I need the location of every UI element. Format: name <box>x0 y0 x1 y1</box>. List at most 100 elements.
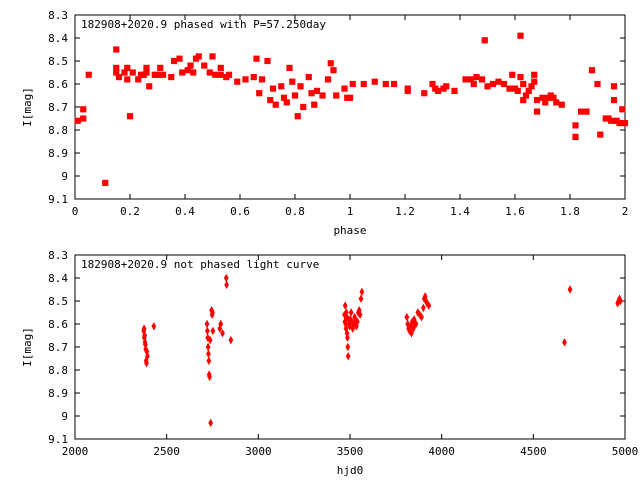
y-tick-label: 8.8 <box>48 124 68 137</box>
data-point <box>217 71 224 78</box>
data-point <box>223 273 229 283</box>
data-point <box>146 83 153 90</box>
plot-frame <box>74 14 626 200</box>
y-axis-ticks: 8.3 8.4 8.5 8.6 8.7 8.8 8.9 9 9.1 <box>48 249 625 446</box>
data-point <box>347 322 353 331</box>
data-point <box>327 60 334 67</box>
data-point <box>145 351 150 361</box>
data-point <box>426 301 432 310</box>
x-tick-label: 5000 <box>612 445 639 458</box>
data-point <box>371 78 378 85</box>
data-point <box>421 90 428 97</box>
data-point <box>413 319 419 329</box>
data-point <box>500 80 508 88</box>
data-point <box>359 287 365 297</box>
data-point <box>154 71 161 78</box>
data-point <box>346 94 354 101</box>
data-point <box>572 122 579 129</box>
y-tick-label: 9 <box>61 410 68 423</box>
y-tick-label: 8.9 <box>48 387 68 400</box>
data-point <box>74 117 81 124</box>
data-point <box>206 69 213 76</box>
data-point <box>289 78 296 85</box>
y-axis-label: I[mag] <box>21 327 34 367</box>
data-point <box>278 83 285 90</box>
data-point <box>419 312 424 322</box>
data-point <box>594 80 601 88</box>
data-point <box>206 349 211 359</box>
data-point <box>195 53 202 60</box>
y-tick-label: 9.1 <box>48 193 68 206</box>
chart-title: 182908+2020.9 phased with P=57.250day <box>81 18 326 31</box>
data-point <box>621 120 629 127</box>
x-tick-label: 2500 <box>153 445 180 458</box>
data-point <box>256 90 263 97</box>
data-point <box>520 80 527 88</box>
x-axis-ticks: 2000 2500 3000 3500 4000 4500 5000 <box>62 255 639 458</box>
data-point <box>224 280 229 290</box>
data-point <box>462 76 469 83</box>
data-point <box>610 83 618 90</box>
x-axis-label: hjd0 <box>337 464 364 477</box>
data-point <box>286 64 293 72</box>
data-point <box>443 83 450 90</box>
data-point <box>212 71 219 78</box>
data-point <box>470 80 477 88</box>
data-point <box>250 74 257 81</box>
data-point <box>218 319 224 329</box>
data-point <box>201 62 208 69</box>
data-point <box>478 76 486 83</box>
data-point <box>151 322 157 331</box>
data-point <box>410 324 416 333</box>
x-tick-label: 4000 <box>428 445 455 458</box>
data-points <box>141 273 623 428</box>
data-point <box>115 74 123 81</box>
data-point <box>533 97 541 104</box>
data-point <box>533 108 541 115</box>
x-tick-label: 3000 <box>245 445 272 458</box>
y-axis-ticks: 8.3 8.4 8.5 8.6 8.7 8.8 8.9 9 9.1 <box>48 9 625 206</box>
data-point <box>324 76 332 83</box>
data-point <box>234 78 241 85</box>
data-point <box>434 87 442 95</box>
data-point <box>610 97 618 104</box>
data-point <box>297 83 304 90</box>
data-point <box>272 101 279 108</box>
data-point <box>354 317 360 326</box>
data-point <box>258 76 266 83</box>
data-point <box>333 92 340 99</box>
data-point <box>341 85 348 92</box>
data-point <box>404 87 411 95</box>
data-point <box>157 64 164 72</box>
data-point <box>420 303 426 313</box>
data-point <box>342 301 348 310</box>
data-point <box>473 74 480 81</box>
data-point <box>124 76 131 83</box>
data-point <box>409 328 414 338</box>
data-point <box>517 74 524 81</box>
data-point <box>141 324 147 333</box>
data-point <box>577 108 585 115</box>
y-tick-label: 8.6 <box>48 318 68 331</box>
data-point <box>597 131 604 138</box>
data-point <box>330 67 337 74</box>
data-point <box>349 80 356 88</box>
y-tick-label: 9.1 <box>48 433 68 446</box>
data-point <box>242 76 249 83</box>
data-point <box>207 335 213 345</box>
data-point <box>451 87 458 95</box>
x-tick-label: 0.8 <box>285 205 305 218</box>
data-point <box>390 80 398 88</box>
x-tick-label: 1.2 <box>395 205 415 218</box>
x-tick-label: 2 <box>622 205 629 218</box>
y-tick-label: 8.3 <box>48 249 68 262</box>
data-point <box>481 37 488 44</box>
y-tick-label: 8.3 <box>48 9 68 22</box>
data-point <box>358 294 364 303</box>
y-tick-label: 9 <box>61 170 68 183</box>
data-point <box>360 80 367 88</box>
data-point <box>608 117 615 124</box>
data-point <box>300 103 307 111</box>
data-point <box>206 356 212 366</box>
data-point <box>291 92 299 99</box>
